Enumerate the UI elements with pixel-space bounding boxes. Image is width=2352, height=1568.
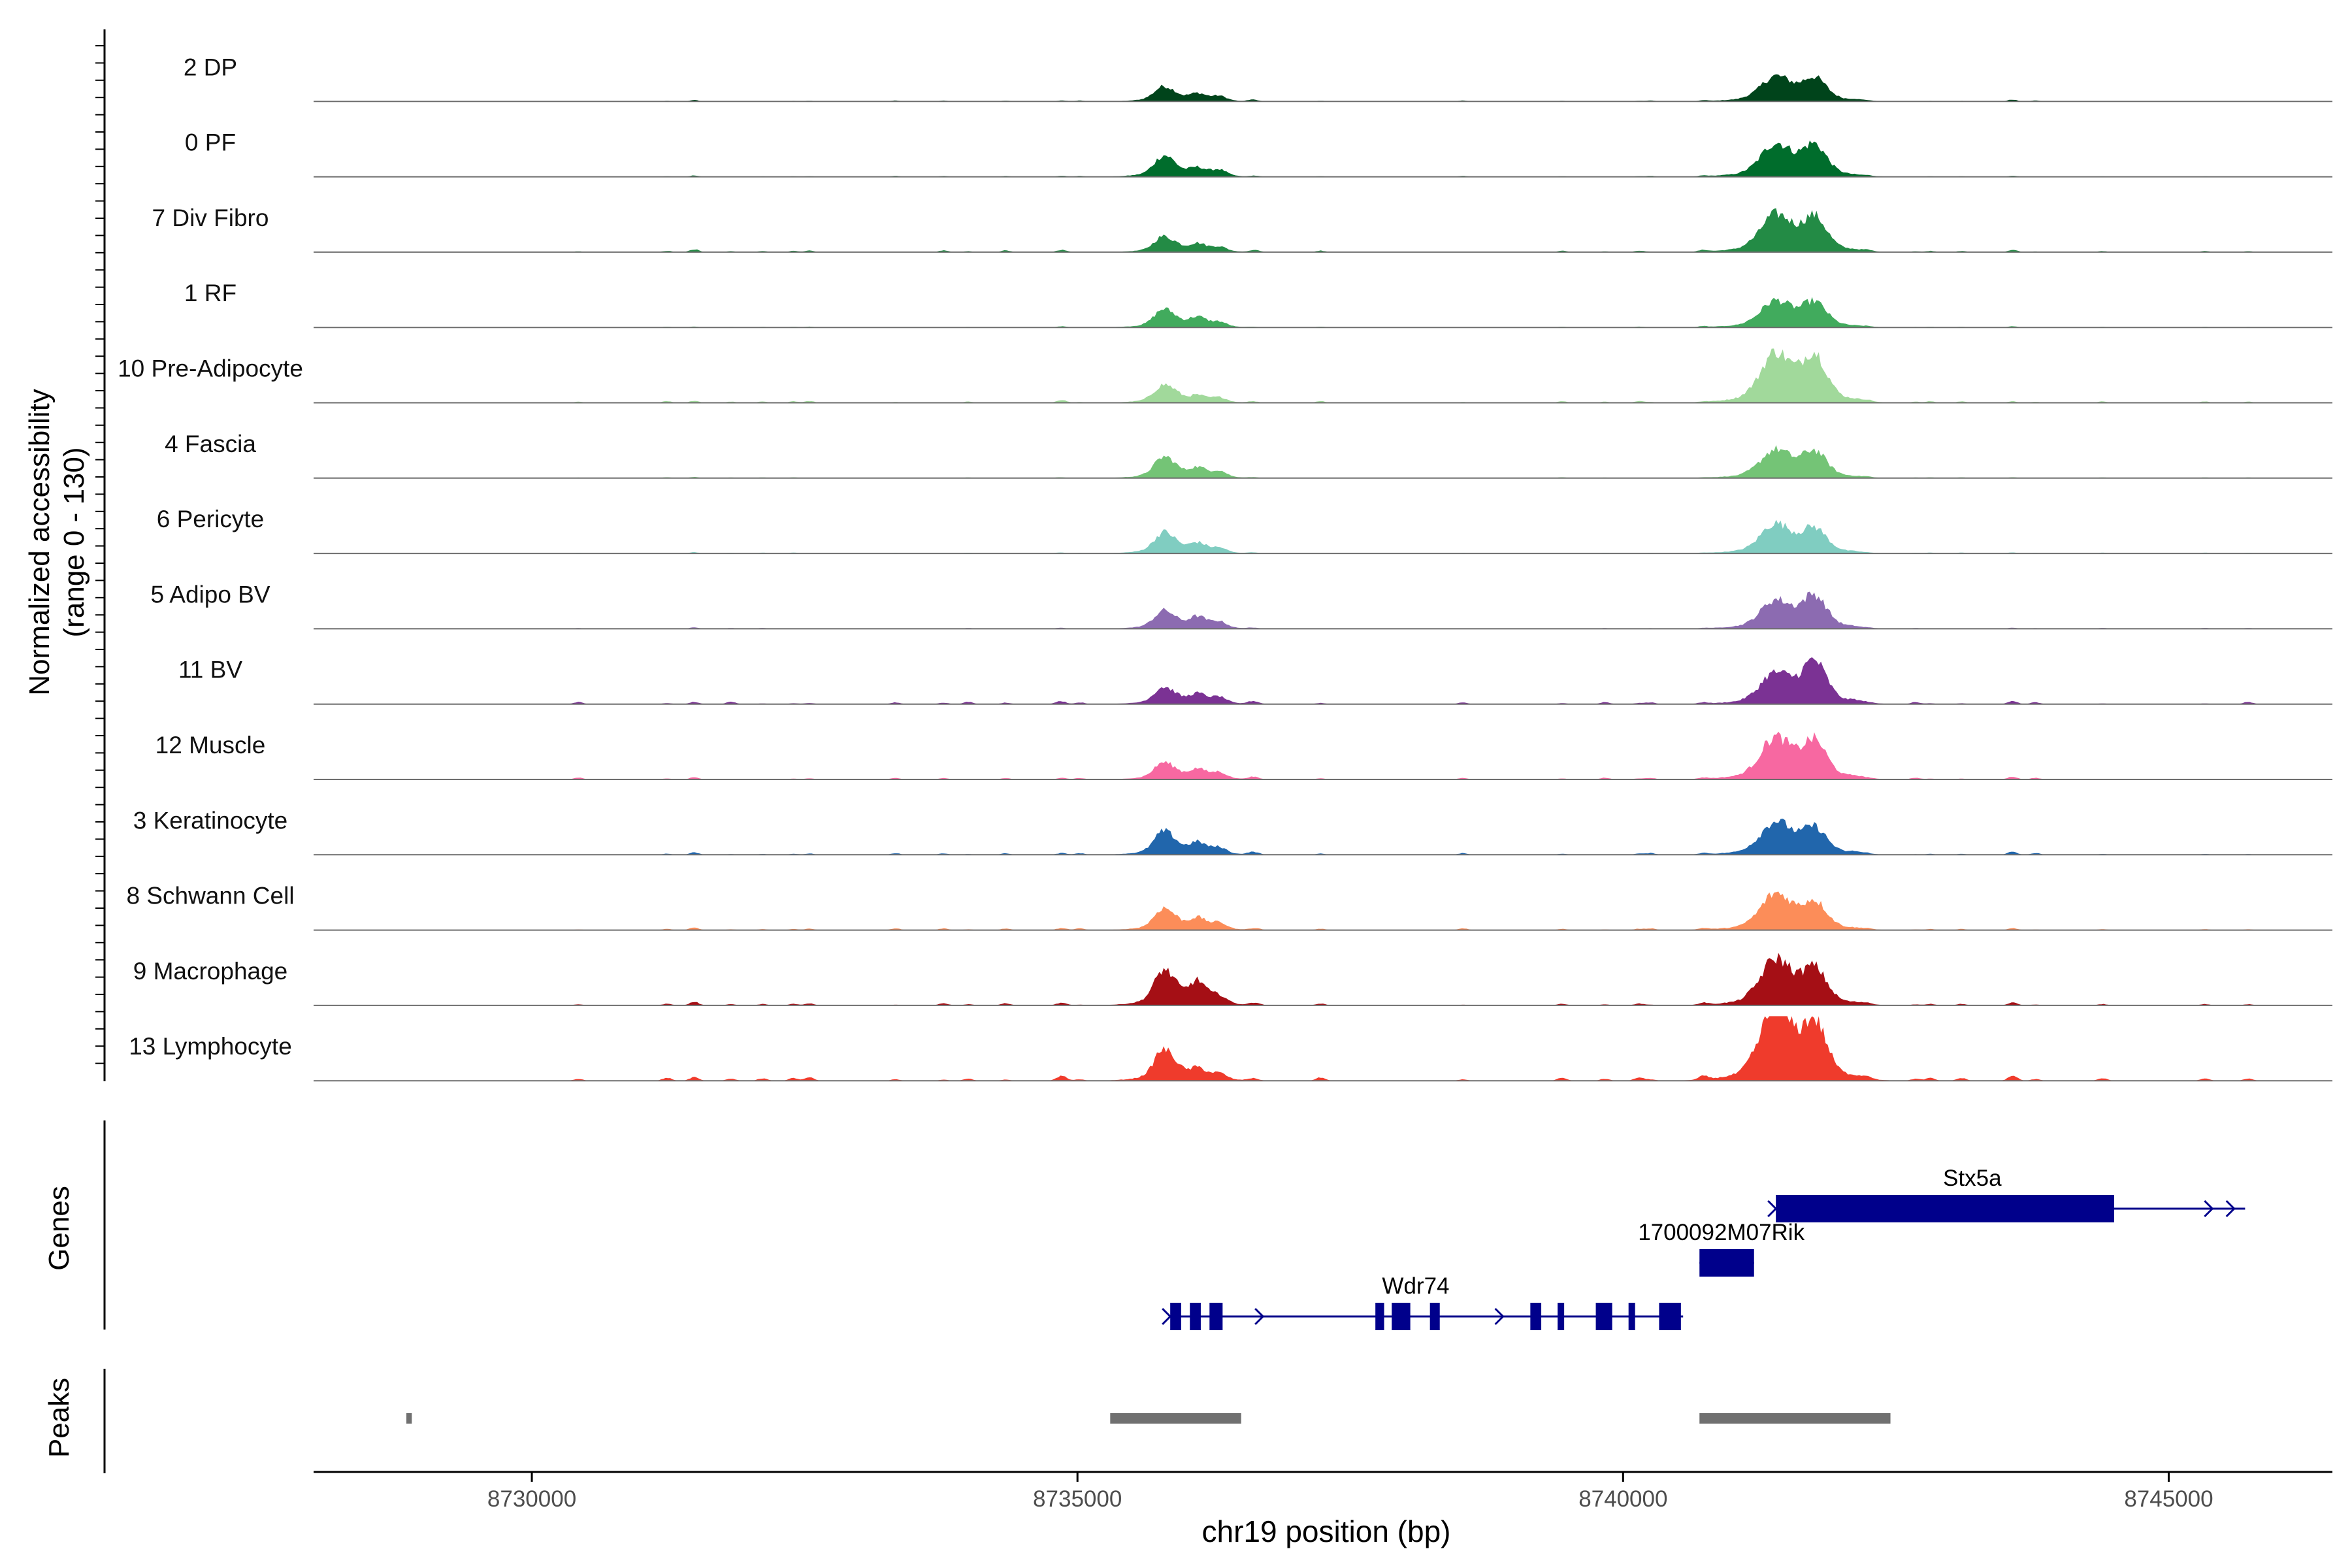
gene-exon xyxy=(1595,1303,1612,1330)
track-label: 7 Div Fibro xyxy=(152,204,269,231)
gene-label: Stx5a xyxy=(1943,1166,2002,1191)
track-13-lymphocyte: 13 Lymphocyte xyxy=(129,1016,2332,1082)
track-label: 8 Schwann Cell xyxy=(126,883,294,909)
track-11-bv: 11 BV xyxy=(178,657,2332,705)
gene-label: 1700092M07Rik xyxy=(1638,1220,1805,1245)
strand-arrow xyxy=(1162,1307,1172,1326)
track-label: 6 Pericyte xyxy=(157,506,265,532)
gene-exon xyxy=(1628,1303,1635,1330)
gene-exon xyxy=(1776,1195,2114,1222)
gene-stx5a: Stx5a xyxy=(1767,1166,2246,1222)
track-label: 0 PF xyxy=(185,129,236,156)
coverage-area xyxy=(314,1016,2332,1081)
track-12-muscle: 12 Muscle xyxy=(155,732,2332,780)
coverage-area xyxy=(314,819,2332,855)
x-tick-label: 8730000 xyxy=(487,1486,576,1512)
peaks-track-label: Peaks xyxy=(43,1378,75,1458)
gene-exon xyxy=(1170,1303,1181,1330)
gene-exon xyxy=(1530,1303,1542,1330)
y-axis-label-line1: Normalized accessibility xyxy=(24,389,56,695)
gene-exon xyxy=(1190,1303,1201,1330)
track-2-dp: 2 DP xyxy=(184,54,2332,103)
coverage-area xyxy=(314,74,2332,102)
strand-arrow xyxy=(2225,1200,2236,1218)
coverage-area xyxy=(314,140,2332,177)
track-3-keratinocyte: 3 Keratinocyte xyxy=(133,807,2332,856)
gene-exon xyxy=(1699,1249,1754,1277)
x-axis-label: chr19 position (bp) xyxy=(1202,1514,1451,1548)
peak-region xyxy=(1110,1413,1241,1424)
gene-exon xyxy=(1375,1303,1384,1330)
track-label: 1 RF xyxy=(184,280,237,306)
track-9-macrophage: 9 Macrophage xyxy=(133,953,2332,1006)
coverage-area xyxy=(314,891,2332,930)
gene-exon xyxy=(1209,1303,1223,1330)
track-0-pf: 0 PF xyxy=(185,129,2332,178)
peak-region xyxy=(1699,1413,1891,1424)
track-7-div-fibro: 7 Div Fibro xyxy=(152,204,2332,253)
x-tick-label: 8735000 xyxy=(1033,1486,1122,1512)
coverage-area xyxy=(314,591,2332,629)
track-1-rf: 1 RF xyxy=(184,280,2332,329)
coverage-area xyxy=(314,953,2332,1005)
coverage-area xyxy=(314,519,2332,554)
track-10-pre-adipocyte: 10 Pre-Adipocyte xyxy=(118,348,2332,404)
genes-track-label: Genes xyxy=(43,1186,75,1271)
gene-exon xyxy=(1659,1303,1681,1330)
strand-arrow xyxy=(1494,1307,1505,1326)
coverage-area xyxy=(314,657,2332,704)
track-label: 10 Pre-Adipocyte xyxy=(118,355,303,382)
coverage-area xyxy=(314,445,2332,478)
x-axis: 8730000 8735000 8740000 8745000 xyxy=(314,1471,2332,1512)
peaks-panel xyxy=(103,1369,1891,1473)
genes-panel: Stx5a 1700092M07Rik Wdr74 xyxy=(103,1120,2246,1330)
coverage-tracks: 2 DP 0 PF 7 Div Fibro 1 RF 10 Pre-Adipocyte 4… xyxy=(95,29,2332,1082)
coverage-area xyxy=(314,208,2332,252)
gene-1700092m07rik: 1700092M07Rik xyxy=(1638,1220,1805,1277)
track-6-pericyte: 6 Pericyte xyxy=(157,506,2332,555)
track-label: 2 DP xyxy=(184,54,237,80)
track-4-fascia: 4 Fascia xyxy=(165,431,2332,479)
x-tick-label: 8745000 xyxy=(2124,1486,2213,1512)
coverage-area xyxy=(314,297,2332,328)
coverage-area xyxy=(314,348,2332,403)
peak-region xyxy=(406,1413,412,1424)
x-tick-label: 8740000 xyxy=(1578,1486,1667,1512)
gene-exon xyxy=(1429,1303,1440,1330)
track-5-adipo-bv: 5 Adipo BV xyxy=(150,581,2332,630)
strand-arrow xyxy=(1767,1200,1778,1218)
track-label: 11 BV xyxy=(178,657,242,683)
gene-wdr74: Wdr74 xyxy=(1162,1273,1684,1330)
gene-label: Wdr74 xyxy=(1382,1273,1449,1299)
strand-arrow xyxy=(1254,1307,1265,1326)
gene-exon xyxy=(1392,1303,1411,1330)
strand-arrow xyxy=(2204,1200,2214,1218)
coverage-area xyxy=(314,732,2332,779)
track-label: 3 Keratinocyte xyxy=(133,807,288,834)
track-label: 9 Macrophage xyxy=(133,958,288,985)
track-label: 5 Adipo BV xyxy=(150,581,270,608)
gene-exon xyxy=(1558,1303,1565,1330)
track-label: 4 Fascia xyxy=(165,431,256,457)
track-8-schwann-cell: 8 Schwann Cell xyxy=(126,883,2332,931)
y-axis-label-line2: (range 0 - 130) xyxy=(58,447,90,637)
track-label: 13 Lymphocyte xyxy=(129,1033,292,1060)
track-label: 12 Muscle xyxy=(155,732,266,759)
